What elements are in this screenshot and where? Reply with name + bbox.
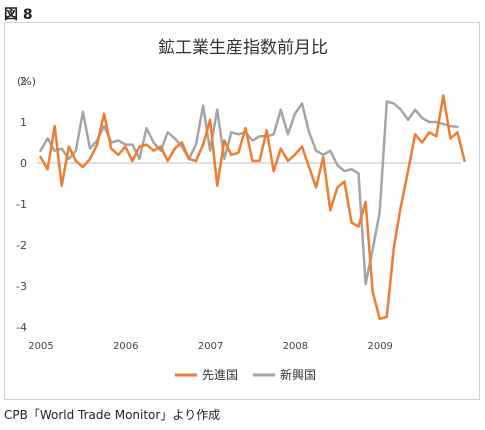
y-tick-label: 2 (20, 75, 27, 88)
y-tick-label: -3 (16, 280, 27, 293)
y-axis-unit-label: (%) (17, 75, 37, 88)
x-tick-label: 2006 (113, 341, 138, 352)
y-tick-label: 0 (20, 157, 27, 170)
x-tick-label: 2008 (283, 341, 308, 352)
y-tick-label: -1 (16, 198, 27, 211)
series-line-advanced (39, 94, 466, 321)
x-tick-label: 2009 (367, 341, 392, 352)
x-tick-label: 2005 (28, 341, 53, 352)
series-line-emerging (39, 100, 459, 286)
figure-label: 図 8 (4, 7, 33, 23)
chart-title: 鉱工業生産指数前月比 (158, 38, 328, 58)
legend-label-advanced: 先進国 (202, 368, 238, 382)
legend-label-emerging: 新興国 (280, 367, 316, 382)
chart-frame: 鉱工業生産指数前月比 (%) 2 1 0 -1 -2 -3 -4 2005 2006 2007 20… (4, 22, 480, 400)
y-tick-label: 1 (20, 116, 27, 129)
x-tick-label: 2007 (198, 341, 223, 352)
y-tick-label: -4 (16, 321, 27, 334)
y-tick-label: -2 (16, 239, 27, 252)
source-note: CPB「World Trade Monitor」より作成 (4, 408, 221, 422)
